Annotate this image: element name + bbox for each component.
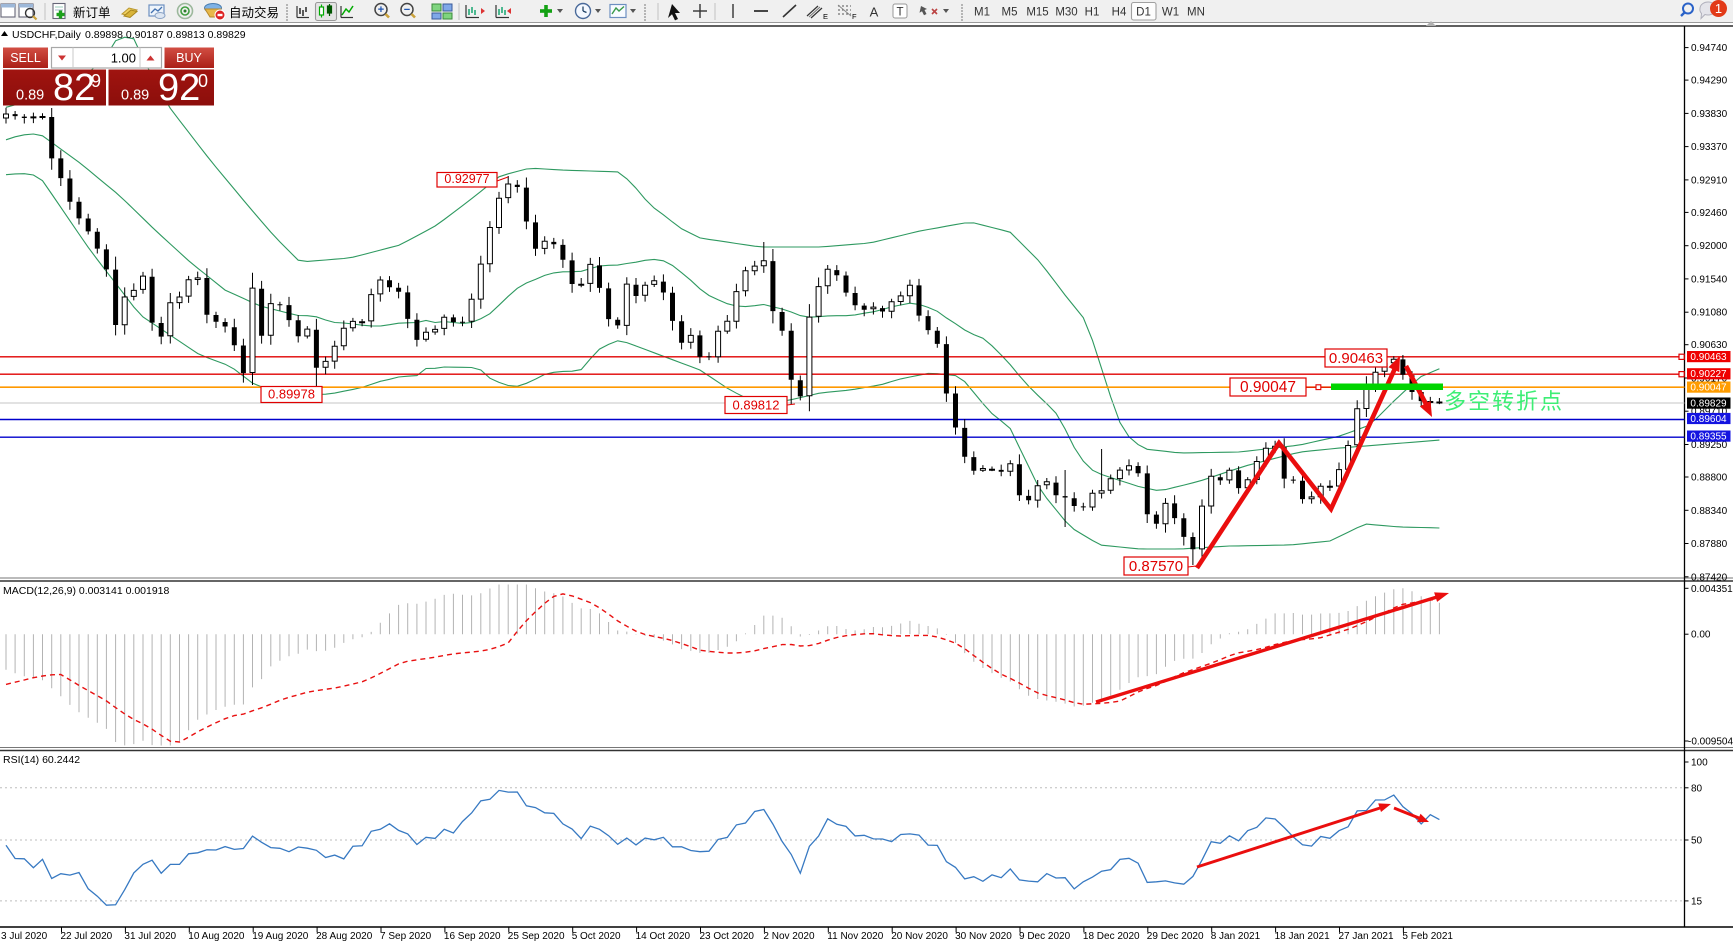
svg-text:W1: W1	[1162, 7, 1179, 19]
svg-text:80: 80	[1691, 783, 1703, 794]
svg-text:0.91080: 0.91080	[1691, 308, 1728, 319]
svg-text:15: 15	[1691, 896, 1703, 907]
svg-text:A: A	[870, 5, 879, 20]
svg-text:0.90227: 0.90227	[1690, 369, 1727, 380]
svg-text:0.90047: 0.90047	[1690, 383, 1727, 394]
svg-text:0.89: 0.89	[16, 88, 44, 104]
svg-text:16 Sep 2020: 16 Sep 2020	[444, 931, 501, 941]
svg-text:0.92000: 0.92000	[1691, 241, 1728, 252]
svg-text:50: 50	[1691, 836, 1703, 847]
svg-text:0.94740: 0.94740	[1691, 43, 1728, 54]
svg-text:14 Oct 2020: 14 Oct 2020	[636, 931, 691, 941]
svg-text:5 Feb 2021: 5 Feb 2021	[1402, 931, 1453, 941]
svg-text:7 Sep 2020: 7 Sep 2020	[380, 931, 432, 941]
svg-text:20 Nov 2020: 20 Nov 2020	[891, 931, 948, 941]
svg-text:多空转折点: 多空转折点	[1444, 389, 1564, 414]
svg-text:100: 100	[1691, 758, 1708, 769]
svg-text:H4: H4	[1112, 7, 1127, 19]
svg-text:D1: D1	[1136, 7, 1151, 19]
svg-text:3 Jul 2020: 3 Jul 2020	[1, 931, 48, 941]
svg-text:BUY: BUY	[176, 51, 202, 65]
svg-text:0.88340: 0.88340	[1691, 506, 1728, 517]
svg-text:9: 9	[91, 71, 101, 91]
svg-text:MACD(12,26,9) 0.003141 0.00191: MACD(12,26,9) 0.003141 0.001918	[3, 585, 170, 597]
svg-text:2 Nov 2020: 2 Nov 2020	[763, 931, 815, 941]
svg-text:30 Nov 2020: 30 Nov 2020	[955, 931, 1012, 941]
svg-text:18 Dec 2020: 18 Dec 2020	[1083, 931, 1140, 941]
svg-text:31 Jul 2020: 31 Jul 2020	[124, 931, 176, 941]
svg-text:0.89: 0.89	[121, 88, 149, 104]
svg-text:1: 1	[1715, 1, 1722, 16]
svg-text:0.89898 0.90187 0.89813 0.8982: 0.89898 0.90187 0.89813 0.89829	[85, 29, 246, 41]
svg-text:23 Oct 2020: 23 Oct 2020	[700, 931, 755, 941]
svg-text:0.92910: 0.92910	[1691, 175, 1728, 186]
svg-text:M15: M15	[1026, 7, 1048, 19]
svg-text:F: F	[852, 12, 857, 21]
svg-text:18 Jan 2021: 18 Jan 2021	[1275, 931, 1330, 941]
svg-text:0.90463: 0.90463	[1690, 352, 1727, 363]
svg-text:M30: M30	[1055, 7, 1077, 19]
svg-text:0.92977: 0.92977	[444, 172, 489, 186]
svg-text:0.00: 0.00	[1691, 630, 1711, 641]
svg-text:−: −	[404, 4, 410, 16]
svg-text:SELL: SELL	[10, 51, 41, 65]
svg-text:5 Oct 2020: 5 Oct 2020	[572, 931, 621, 941]
svg-text:27 Jan 2021: 27 Jan 2021	[1339, 931, 1394, 941]
svg-text:0.89710: 0.89710	[1691, 407, 1728, 418]
svg-text:0.89355: 0.89355	[1690, 432, 1727, 443]
svg-text:10 Aug 2020: 10 Aug 2020	[188, 931, 245, 941]
svg-text:M1: M1	[974, 7, 990, 19]
svg-text:0.89250: 0.89250	[1691, 440, 1728, 451]
svg-text:0.90630: 0.90630	[1691, 340, 1728, 351]
svg-text:0.87570: 0.87570	[1129, 558, 1183, 575]
svg-text:0.87880: 0.87880	[1691, 539, 1728, 550]
svg-text:0.89812: 0.89812	[733, 398, 780, 413]
svg-text:USDCHF,Daily: USDCHF,Daily	[12, 29, 82, 41]
svg-text:0.89978: 0.89978	[268, 387, 315, 402]
svg-text:0.88800: 0.88800	[1691, 473, 1728, 484]
svg-text:29 Dec 2020: 29 Dec 2020	[1147, 931, 1204, 941]
svg-text:28 Aug 2020: 28 Aug 2020	[316, 931, 373, 941]
svg-text:0.94290: 0.94290	[1691, 76, 1728, 87]
svg-text:+: +	[378, 4, 384, 16]
svg-text:82: 82	[53, 67, 95, 109]
svg-text:0: 0	[198, 71, 208, 91]
svg-text:0.93370: 0.93370	[1691, 142, 1728, 153]
svg-text:0.90047: 0.90047	[1240, 379, 1296, 396]
svg-text:8 Jan 2021: 8 Jan 2021	[1211, 931, 1261, 941]
svg-text:-0.009504: -0.009504	[1688, 737, 1733, 748]
svg-text:9 Dec 2020: 9 Dec 2020	[1019, 931, 1071, 941]
svg-text:自动交易: 自动交易	[229, 5, 279, 20]
svg-text:92: 92	[158, 67, 200, 109]
svg-text:MN: MN	[1187, 7, 1205, 19]
svg-text:19 Aug 2020: 19 Aug 2020	[252, 931, 309, 941]
svg-text:0.93830: 0.93830	[1691, 109, 1728, 120]
svg-text:0.92460: 0.92460	[1691, 208, 1728, 219]
svg-text:M5: M5	[1002, 7, 1018, 19]
svg-text:22 Jul 2020: 22 Jul 2020	[61, 931, 113, 941]
svg-text:0.90463: 0.90463	[1329, 350, 1383, 367]
svg-text:0.87420: 0.87420	[1691, 572, 1728, 583]
svg-text:0.91540: 0.91540	[1691, 274, 1728, 285]
svg-text:11 Nov 2020: 11 Nov 2020	[827, 931, 883, 941]
svg-text:0.89604: 0.89604	[1690, 414, 1727, 425]
svg-text:新订单: 新订单	[73, 5, 111, 20]
svg-text:1.00: 1.00	[111, 51, 136, 66]
svg-text:25 Sep 2020: 25 Sep 2020	[508, 931, 565, 941]
svg-text:H1: H1	[1085, 7, 1100, 19]
svg-text:0.89829: 0.89829	[1690, 399, 1727, 410]
svg-text:E: E	[823, 12, 828, 21]
svg-text:RSI(14) 60.2442: RSI(14) 60.2442	[3, 754, 80, 766]
svg-text:0.004351: 0.004351	[1691, 584, 1733, 595]
svg-text:T: T	[896, 7, 903, 19]
